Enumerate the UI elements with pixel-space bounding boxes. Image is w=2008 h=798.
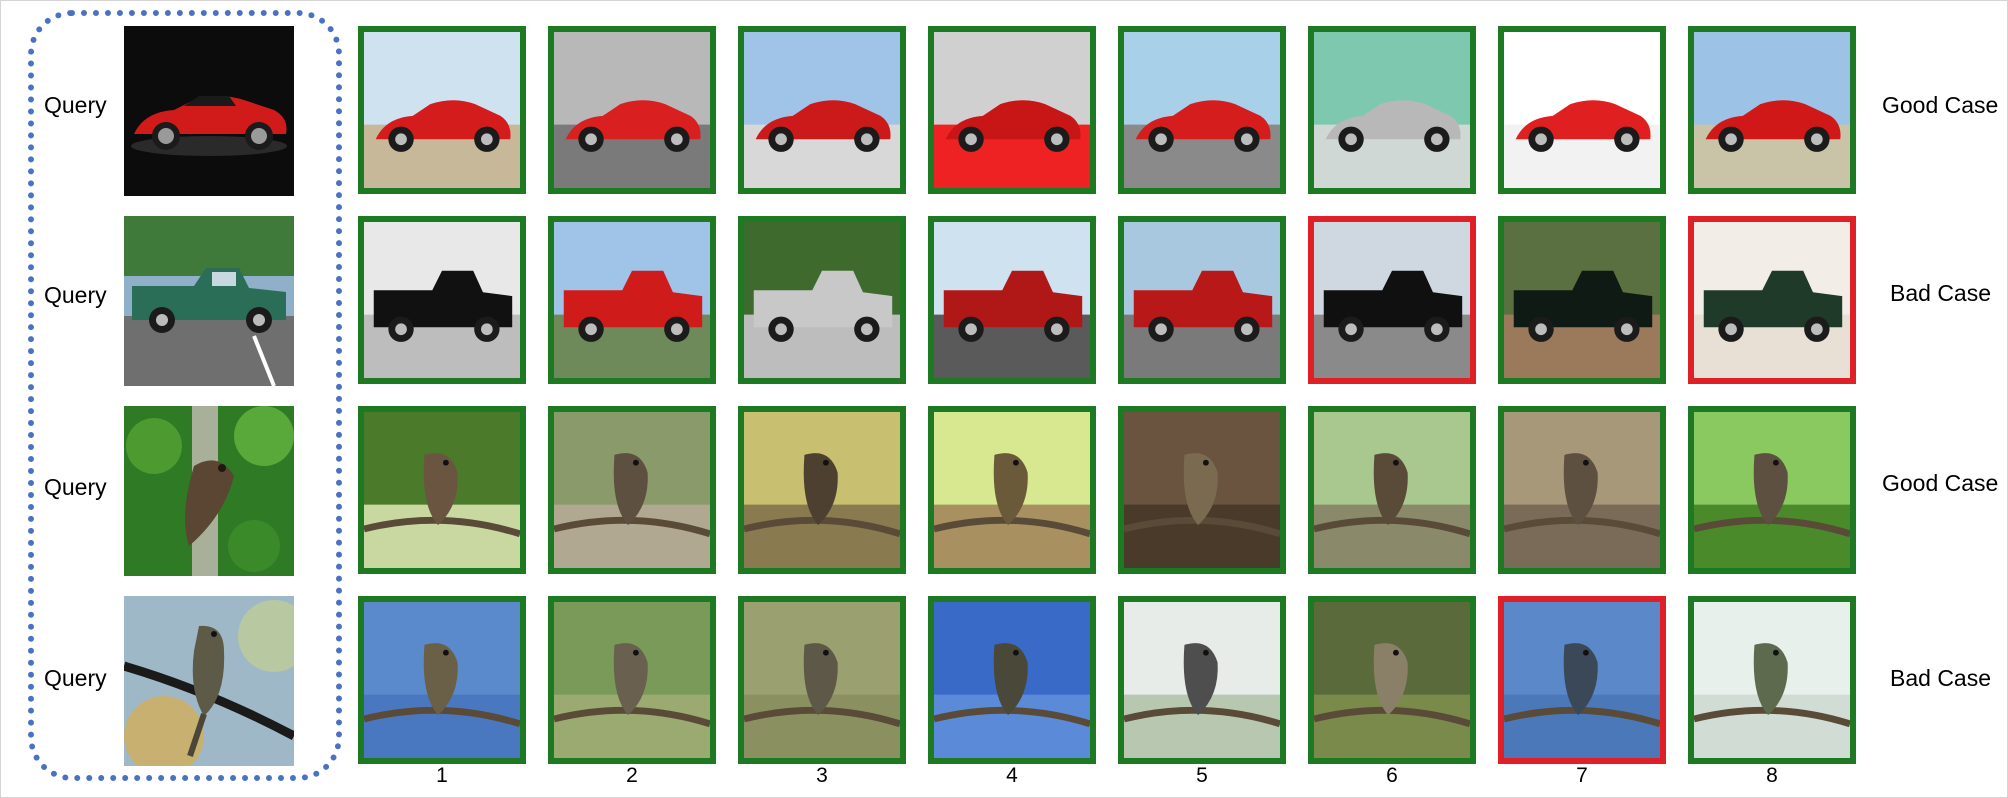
result-thumbnail	[928, 406, 1096, 574]
result-thumbnail	[928, 216, 1096, 384]
result-thumbnail	[1688, 26, 1856, 194]
result-thumbnail	[738, 596, 906, 764]
case-label-row3: Good Case	[1882, 470, 1999, 496]
result-thumbnail	[738, 26, 906, 194]
result-thumbnail	[1308, 26, 1476, 194]
result-thumbnail	[1308, 216, 1476, 384]
result-thumbnail	[928, 596, 1096, 764]
result-thumbnail	[1308, 406, 1476, 574]
result-thumbnail	[1688, 216, 1856, 384]
query-image-bird2	[124, 596, 294, 766]
rank-4: 4	[1006, 764, 1018, 787]
result-thumbnail	[1118, 216, 1286, 384]
result-thumbnail	[358, 406, 526, 574]
result-thumbnail	[548, 216, 716, 384]
query-image-car	[124, 26, 294, 196]
rank-3: 3	[816, 764, 828, 787]
query-group-box	[28, 10, 342, 781]
result-thumbnail	[1118, 406, 1286, 574]
case-label-row1: Good Case	[1882, 92, 1999, 118]
query-image-truck	[124, 216, 294, 386]
query-label-row1: Query	[44, 92, 107, 118]
rank-6: 6	[1386, 764, 1398, 787]
case-label-row4: Bad Case	[1890, 665, 1992, 691]
result-thumbnail	[358, 216, 526, 384]
result-thumbnail	[548, 596, 716, 764]
result-thumbnail	[358, 26, 526, 194]
result-thumbnail	[928, 26, 1096, 194]
result-thumbnail	[1498, 26, 1666, 194]
result-thumbnail	[738, 216, 906, 384]
result-thumbnail	[1688, 406, 1856, 574]
query-label-row3: Query	[44, 474, 107, 500]
rank-1: 1	[436, 764, 448, 787]
result-thumbnail	[1688, 596, 1856, 764]
result-thumbnail	[548, 406, 716, 574]
result-thumbnail	[548, 26, 716, 194]
rank-5: 5	[1196, 764, 1208, 787]
result-thumbnail	[1118, 26, 1286, 194]
rank-2: 2	[626, 764, 638, 787]
result-thumbnail	[1308, 596, 1476, 764]
rank-8: 8	[1766, 764, 1778, 787]
case-label-row2: Bad Case	[1890, 280, 1992, 306]
rank-7: 7	[1576, 764, 1588, 787]
query-image-bird1	[124, 406, 294, 576]
result-thumbnail	[1498, 596, 1666, 764]
result-thumbnail	[1118, 596, 1286, 764]
result-thumbnail	[1498, 216, 1666, 384]
result-thumbnail	[1498, 406, 1666, 574]
result-thumbnail	[738, 406, 906, 574]
result-thumbnail	[358, 596, 526, 764]
query-label-row2: Query	[44, 282, 107, 308]
query-label-row4: Query	[44, 665, 107, 691]
